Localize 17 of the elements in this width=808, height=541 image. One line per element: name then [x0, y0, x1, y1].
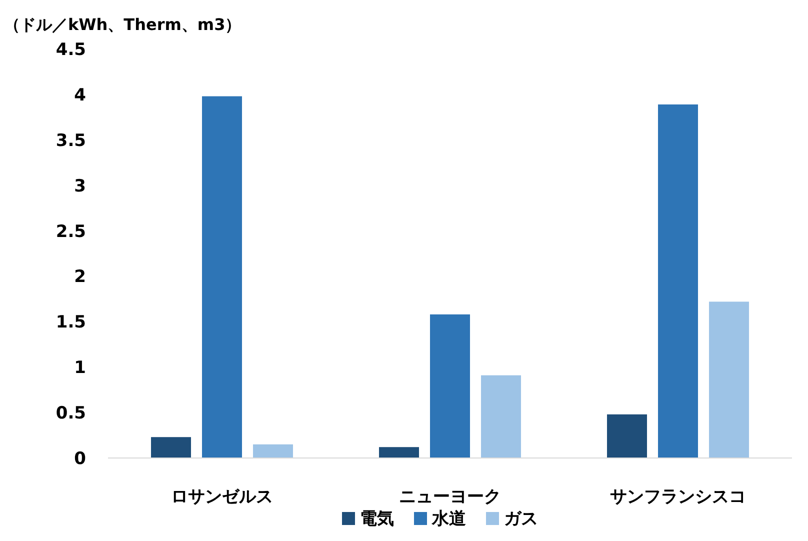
ytick: 0 [74, 449, 86, 469]
legend-label: 水道 [431, 509, 466, 529]
ytick: 4.5 [56, 40, 86, 60]
xtick: サンフランシスコ [610, 487, 746, 507]
ytick: 3 [74, 176, 86, 196]
ytick: 1 [74, 358, 86, 378]
ytick: 0.5 [56, 404, 86, 424]
ytick: 3.5 [56, 130, 86, 151]
legend-label: 電気 [360, 509, 394, 529]
ytick: 2.5 [56, 222, 86, 242]
legend-label: ガス [504, 509, 538, 529]
ytick: 2 [74, 267, 86, 288]
ytick: 4 [74, 85, 86, 106]
xtick: ニューヨーク [399, 487, 501, 507]
xtick: ロサンゼルス [171, 487, 273, 507]
ytick: 1.5 [56, 312, 86, 333]
ylabel: （ドル／kWh、Therm、m3） [4, 15, 242, 34]
